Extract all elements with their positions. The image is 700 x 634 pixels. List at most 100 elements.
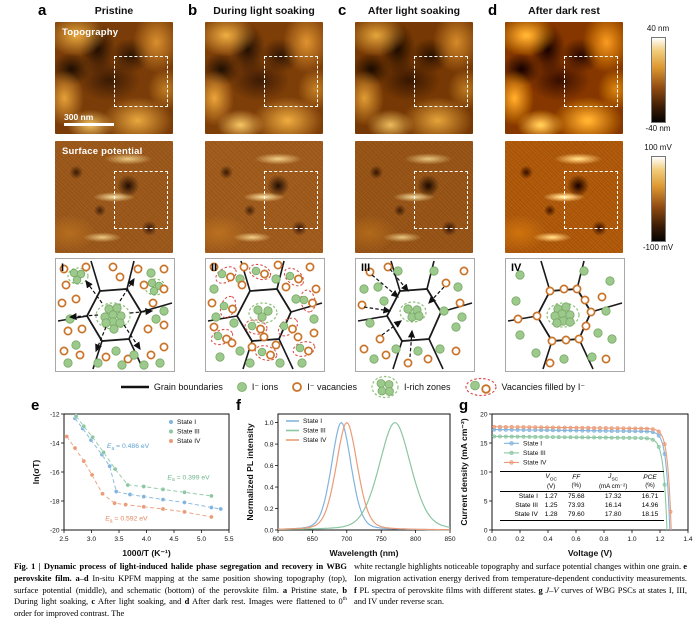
schematic-state-4: IV — [505, 258, 625, 372]
svg-text:-16: -16 — [50, 469, 60, 476]
highlight-rect — [114, 55, 168, 107]
svg-text:0.0: 0.0 — [487, 536, 496, 543]
potential-map-d — [505, 141, 623, 253]
svg-text:State III: State III — [303, 428, 326, 435]
svg-text:0.2: 0.2 — [264, 506, 273, 513]
legend-label: Vacancies filled by I⁻ — [501, 381, 586, 392]
legend-label: Grain boundaries — [153, 382, 223, 392]
legend-label: I⁻ ions — [251, 381, 279, 392]
svg-text:Ea = 0.486 eV: Ea = 0.486 eV — [107, 443, 150, 452]
schematic-drawing-3 — [357, 260, 473, 370]
column-title-after-dark-rest: After dark rest — [528, 5, 600, 17]
svg-text:5: 5 — [484, 498, 488, 505]
schematic-state-2: II — [205, 258, 325, 372]
svg-text:-18: -18 — [50, 498, 60, 505]
schematic-state-3: III — [355, 258, 475, 372]
svg-text:State IV: State IV — [177, 438, 201, 445]
svg-text:0.0: 0.0 — [264, 527, 273, 534]
panel-letter-e: e — [31, 397, 40, 414]
schematic-label-1: I — [61, 262, 65, 274]
arrhenius-chart: 2.5 3.0 3.5 4.0 4.5 5.0 5.5 -12 -14 -16 -18 -20 1000… — [26, 408, 236, 560]
svg-text:850: 850 — [444, 536, 455, 543]
svg-text:0.8: 0.8 — [264, 441, 273, 448]
jv-parameters-table: VOC (V) FF (%) JSC (mA cm⁻²) PCE (%) State I 1.27… — [500, 471, 664, 521]
column-title-pristine: Pristine — [94, 5, 134, 17]
potential-colorbar — [651, 156, 666, 242]
svg-text:3.0: 3.0 — [87, 536, 96, 543]
svg-text:5.5: 5.5 — [224, 536, 233, 543]
svg-text:Wavelength (nm): Wavelength (nm) — [330, 548, 399, 558]
svg-text:2.5: 2.5 — [59, 536, 68, 543]
legend-vacancies-filled: Vacancies filled by I⁻ — [464, 377, 586, 397]
svg-text:Ea = 0.592 eV: Ea = 0.592 eV — [105, 516, 148, 525]
column-title-after-light-soaking: After light soaking — [367, 5, 461, 17]
svg-text:0.8: 0.8 — [599, 536, 608, 543]
svg-text:0.6: 0.6 — [571, 536, 580, 543]
svg-text:15: 15 — [480, 440, 488, 447]
potential-colorbar-min: -100 mV — [642, 243, 674, 252]
panel-letter-b: b — [188, 2, 198, 19]
grain-boundary-icon — [120, 385, 149, 389]
svg-text:Ea = 0.399 eV: Ea = 0.399 eV — [167, 474, 210, 483]
caption-right-column: white rectangle highlights noticeable to… — [354, 561, 688, 607]
schematic-label-3: III — [361, 262, 371, 274]
legend-label: I⁻ vacancies — [307, 381, 357, 392]
svg-text:State I: State I — [523, 440, 542, 447]
column-title-during-light-soaking: During light soaking — [213, 5, 315, 17]
potential-map-c — [355, 141, 473, 253]
highlight-rect — [564, 171, 618, 230]
svg-text:4.0: 4.0 — [142, 536, 151, 543]
schematic-drawing-2 — [207, 260, 323, 370]
svg-text:Voltage (V): Voltage (V) — [568, 548, 612, 558]
legend-i-rich-zones: I-rich zones — [370, 375, 451, 399]
svg-text:700: 700 — [341, 536, 352, 543]
topo-colorbar-max: 40 nm — [646, 24, 670, 33]
svg-text:1.0: 1.0 — [627, 536, 636, 543]
svg-text:10: 10 — [480, 469, 488, 476]
iodide-vacancy-icon — [292, 382, 303, 392]
panel-letter-a: a — [38, 2, 47, 19]
potential-colorbar-max: 100 mV — [644, 143, 672, 152]
panel-letter-c: c — [338, 2, 347, 19]
topography-label: Topography — [62, 27, 119, 38]
svg-text:1.2: 1.2 — [655, 536, 664, 543]
svg-text:750: 750 — [376, 536, 387, 543]
highlight-rect — [414, 55, 468, 107]
topography-map-c — [355, 22, 473, 134]
svg-text:0.4: 0.4 — [543, 536, 552, 543]
highlight-rect — [564, 55, 618, 107]
svg-text:State III: State III — [523, 450, 546, 457]
svg-text:1.0: 1.0 — [264, 420, 273, 427]
vacancy-filled-icon — [464, 377, 497, 397]
topography-map-b — [205, 22, 323, 134]
topography-map-a: Topography 300 nm — [55, 22, 173, 134]
svg-text:State III: State III — [177, 429, 200, 436]
iodide-ion-icon — [237, 382, 247, 392]
panel-letter-g: g — [459, 397, 469, 414]
legend-label: I-rich zones — [403, 382, 451, 392]
svg-text:800: 800 — [410, 536, 421, 543]
highlight-rect — [414, 171, 468, 230]
svg-text:State IV: State IV — [303, 437, 327, 444]
schematic-state-1: I — [55, 258, 175, 372]
schematic-drawing-4 — [507, 260, 623, 370]
svg-text:State IV: State IV — [523, 459, 547, 466]
potential-map-a: Surface potential — [55, 141, 173, 253]
svg-text:1000/T (K⁻¹): 1000/T (K⁻¹) — [122, 548, 171, 558]
svg-text:5.0: 5.0 — [197, 536, 206, 543]
legend-iodide-ions: I⁻ ions — [236, 381, 278, 393]
scale-bar: 300 nm — [64, 112, 114, 126]
pl-spectra-chart: 600 650 700 750 800 850 0.0 0.2 0.4 0.6 0.8 1.0 Wave… — [236, 408, 458, 560]
legend-iodide-vacancies: I⁻ vacancies — [291, 381, 357, 393]
legend-grain-boundaries: Grain boundaries — [120, 382, 223, 392]
svg-text:4.5: 4.5 — [169, 536, 178, 543]
schematic-label-2: II — [211, 262, 218, 274]
caption-left-column: Fig. 1 | Dynamic process of light-induce… — [14, 561, 348, 619]
svg-text:3.5: 3.5 — [114, 536, 123, 543]
svg-text:State I: State I — [303, 418, 322, 425]
svg-text:Normalized PL intensity: Normalized PL intensity — [245, 423, 255, 520]
panel-letter-d: d — [488, 2, 498, 19]
svg-text:-20: -20 — [50, 527, 60, 534]
schematic-label-4: IV — [511, 262, 522, 274]
